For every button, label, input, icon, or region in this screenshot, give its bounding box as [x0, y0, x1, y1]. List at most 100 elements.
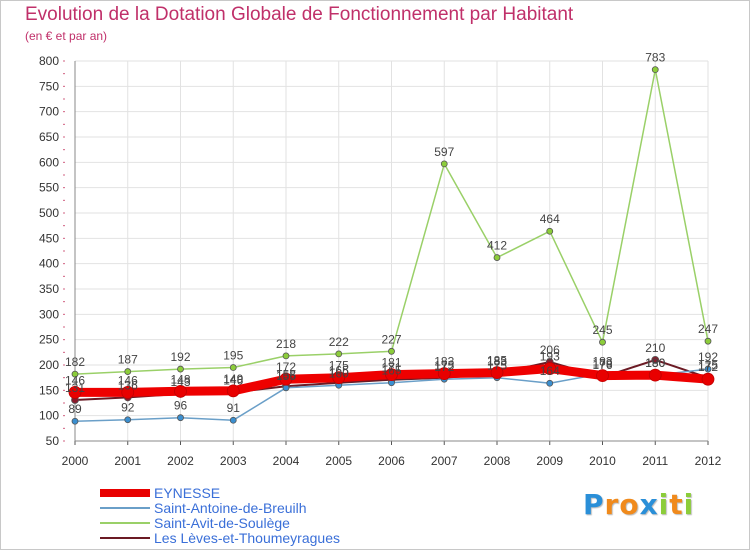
- x-tick-label: 2004: [273, 454, 300, 468]
- data-point: [596, 369, 609, 383]
- logo-letter: P: [583, 488, 605, 521]
- data-point: [71, 417, 79, 425]
- data-point: [229, 364, 237, 371]
- data-point: [385, 368, 398, 382]
- data-point: [701, 372, 715, 386]
- legend-item-saint-antoine: Saint-Antoine-de-Breuilh: [100, 499, 340, 516]
- data-label: 155: [276, 369, 296, 383]
- data-label: 247: [698, 322, 718, 336]
- data-label: 180: [645, 356, 665, 370]
- data-label: 175: [698, 359, 718, 373]
- data-label: 245: [592, 323, 612, 337]
- logo-letter: i: [658, 488, 670, 521]
- data-label: 171: [381, 361, 401, 375]
- data-label: 175: [434, 359, 454, 373]
- legend-swatch-saint-antoine: [100, 506, 150, 509]
- legend-swatch-les-leves: [100, 536, 150, 539]
- data-label: 227: [381, 332, 401, 346]
- data-label: 464: [540, 212, 560, 226]
- data-label: 143: [170, 375, 190, 389]
- data-label: 192: [698, 350, 718, 364]
- x-tick-label: 2001: [114, 454, 141, 468]
- y-tick-label: 100: [39, 409, 59, 423]
- y-tick-label: 150: [39, 383, 59, 397]
- data-label: 172: [276, 360, 296, 374]
- x-tick-label: 2000: [62, 454, 89, 468]
- data-point: [68, 385, 82, 399]
- data-point: [174, 384, 187, 398]
- data-point: [599, 338, 606, 346]
- data-label: 96: [174, 399, 188, 413]
- data-label: 146: [223, 373, 243, 387]
- data-point: [71, 370, 79, 378]
- data-label: 164: [540, 364, 560, 378]
- x-tick-label: 2011: [642, 454, 668, 468]
- legend-label-saint-avit: Saint-Avit-de-Soulège: [154, 514, 290, 531]
- data-label: 179: [592, 357, 612, 371]
- data-label: 195: [223, 349, 243, 363]
- data-label: 149: [223, 372, 243, 386]
- data-label: 183: [434, 355, 454, 369]
- data-label: 193: [540, 350, 560, 364]
- data-label: 182: [65, 355, 85, 369]
- logo-letter: r: [604, 488, 620, 521]
- data-point: [546, 227, 554, 235]
- y-tick-label: 800: [39, 54, 59, 68]
- data-label: 158: [276, 367, 296, 381]
- data-point: [124, 416, 132, 424]
- data-point: [282, 384, 290, 392]
- chart-subtitle: (en € et par an): [25, 29, 108, 43]
- data-label: 412: [487, 239, 507, 253]
- y-tick-label: 700: [39, 105, 59, 119]
- data-label: 185: [487, 354, 507, 368]
- logo-letter: i: [683, 488, 695, 521]
- data-point: [704, 365, 712, 373]
- data-point: [704, 337, 712, 345]
- legend-swatch-saint-avit: [100, 521, 150, 524]
- data-label: 148: [170, 372, 190, 386]
- data-label: 183: [592, 355, 612, 369]
- data-label: 172: [698, 360, 718, 374]
- x-tick-label: 2006: [378, 454, 405, 468]
- data-label: 89: [68, 402, 82, 416]
- data-label: 176: [592, 358, 612, 372]
- y-tick-label: 300: [39, 307, 59, 321]
- data-point: [226, 384, 240, 398]
- data-point: [440, 160, 448, 168]
- data-label: 175: [329, 359, 349, 373]
- data-label: 175: [487, 359, 507, 373]
- legend-label-eynesse: EYNESSE: [154, 484, 221, 501]
- data-point: [493, 254, 501, 261]
- data-label: 146: [65, 373, 85, 387]
- data-label: 131: [65, 381, 85, 395]
- data-point: [335, 350, 343, 358]
- y-tick-label: 650: [39, 130, 59, 144]
- data-point: [651, 356, 660, 364]
- data-point: [543, 362, 557, 375]
- data-point: [490, 366, 504, 380]
- x-tick-label: 2002: [167, 454, 194, 468]
- x-tick-label: 2010: [589, 454, 616, 468]
- data-point: [648, 368, 662, 382]
- data-label: 146: [118, 373, 138, 387]
- y-tick-label: 450: [39, 231, 59, 245]
- legend-item-les-leves: Les Lèves-et-Thoumeyragues: [100, 530, 340, 546]
- data-point: [282, 352, 290, 360]
- legend-label-saint-antoine: Saint-Antoine-de-Breuilh: [154, 499, 307, 516]
- data-label: 136: [118, 378, 138, 392]
- data-label: 165: [381, 364, 401, 378]
- data-label: 210: [645, 341, 665, 355]
- y-tick-label: 400: [39, 257, 59, 271]
- data-point: [177, 365, 184, 373]
- x-tick-label: 2005: [325, 454, 352, 468]
- data-label: 180: [645, 356, 665, 370]
- x-tick-label: 2003: [220, 454, 247, 468]
- y-tick-label: 350: [39, 282, 59, 296]
- data-point: [332, 371, 346, 385]
- data-label: 165: [329, 364, 349, 378]
- y-tick-label: 250: [39, 333, 59, 347]
- x-tick-label: 2012: [695, 454, 722, 468]
- data-point: [546, 379, 554, 387]
- data-label: 597: [434, 145, 454, 159]
- y-tick-label: 200: [39, 358, 59, 372]
